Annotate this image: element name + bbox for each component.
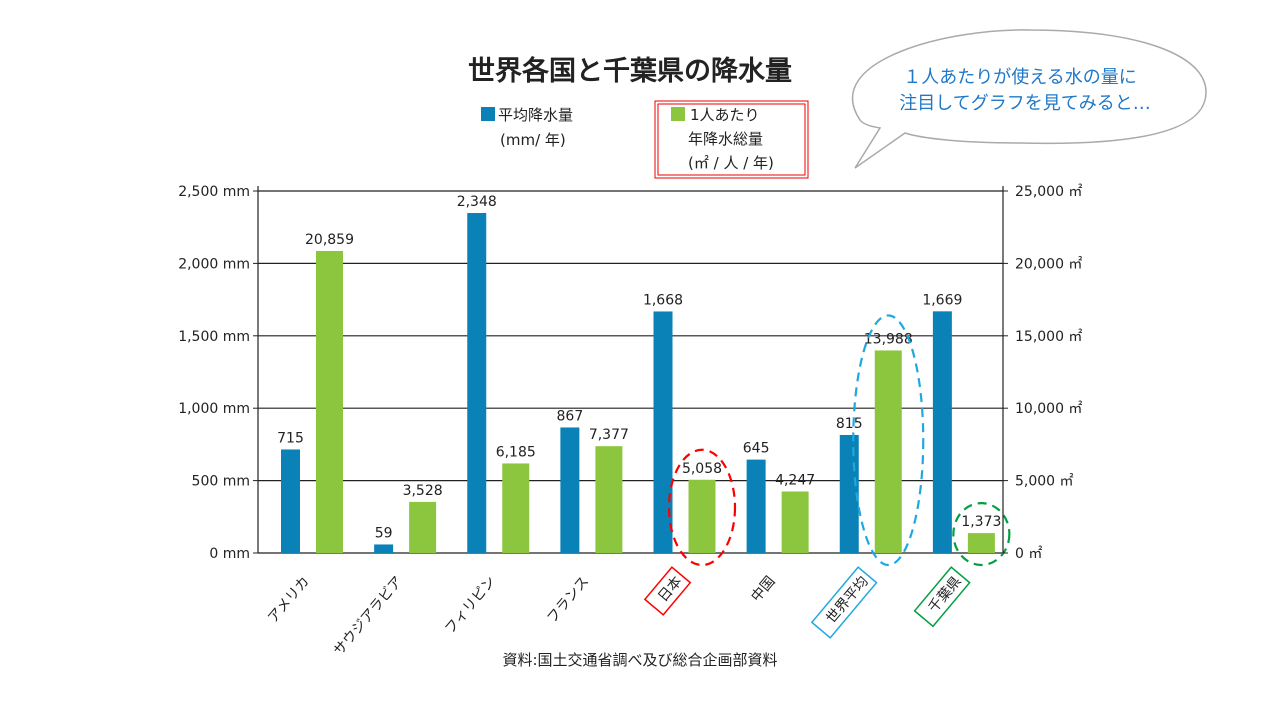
- bar-per-capita: [688, 479, 716, 553]
- callout-bubble: １人あたりが使える水の量に 注目してグラフを見てみると…: [851, 29, 1207, 169]
- callout-line-2: 注目してグラフを見てみると…: [899, 93, 1150, 114]
- category-label-group: 世界平均: [810, 566, 878, 639]
- category-highlight-box: [913, 566, 971, 628]
- bar-label-per-capita: 3,528: [403, 483, 443, 499]
- category-label: アメリカ: [265, 574, 313, 627]
- right-tick-label: 5,000 ㎡: [1015, 474, 1074, 490]
- bar-per-capita: [781, 491, 809, 553]
- category-label: フランス: [544, 574, 592, 627]
- bar-precipitation: [932, 311, 952, 553]
- bar-per-capita: [409, 501, 437, 553]
- bar-label-per-capita: 4,247: [775, 473, 815, 489]
- source-note: 資料:国土交通省調べ及び総合企画部資料: [502, 651, 777, 669]
- legend-highlight-box-inner: [657, 103, 806, 176]
- bar-per-capita: [502, 463, 530, 553]
- right-tick-label: 0 ㎡: [1015, 546, 1042, 562]
- category-label: 中国: [748, 574, 778, 606]
- bar-label-per-capita: 5,058: [682, 461, 722, 477]
- category-label: 日本: [655, 574, 685, 606]
- category-label-group: フィリピン: [442, 574, 499, 638]
- category-highlight-box: [810, 566, 878, 639]
- highlight-ellipse: [952, 502, 1011, 567]
- bar-per-capita: [874, 350, 902, 553]
- bar-label-precipitation: 815: [836, 416, 863, 432]
- category-label-group: サウジアラビア: [331, 574, 406, 659]
- bar-per-capita: [967, 533, 995, 553]
- legend-unit-blue: (mm/ 年): [500, 131, 566, 149]
- bar-per-capita: [595, 446, 623, 553]
- category-highlight-box: [643, 566, 692, 616]
- right-tick-label: 20,000 ㎡: [1015, 256, 1082, 272]
- left-tick-label: 500 mm: [192, 474, 250, 490]
- legend-highlight-box: [654, 100, 809, 179]
- legend-label-green: 1人あたり: [690, 106, 760, 124]
- bar-label-per-capita: 6,185: [496, 444, 536, 460]
- category-label-group: アメリカ: [265, 574, 313, 627]
- highlight-ellipse: [667, 448, 737, 567]
- highlight-ellipse: [852, 314, 925, 567]
- bar-label-per-capita: 1,373: [961, 514, 1001, 530]
- category-label: フィリピン: [442, 574, 499, 638]
- category-label-group: 千葉県: [913, 566, 971, 628]
- bar-label-precipitation: 1,668: [643, 292, 683, 308]
- right-tick-label: 25,000 ㎡: [1015, 184, 1082, 200]
- legend-swatch-green: [671, 107, 685, 121]
- left-tick-label: 2,000 mm: [178, 256, 250, 272]
- bar-precipitation: [746, 459, 766, 553]
- bar-label-precipitation: 1,669: [922, 292, 962, 308]
- category-label-group: フランス: [544, 574, 592, 627]
- bar-precipitation: [467, 213, 487, 554]
- bar-label-precipitation: 2,348: [457, 194, 497, 210]
- category-label: サウジアラビア: [331, 574, 406, 659]
- bar-label-precipitation: 645: [743, 441, 770, 457]
- bar-precipitation: [374, 544, 394, 553]
- category-label-group: 中国: [748, 574, 778, 606]
- chart-title: 世界各国と千葉県の降水量: [468, 55, 792, 87]
- bar-per-capita: [316, 250, 343, 554]
- category-label-group: 日本: [643, 566, 692, 616]
- bar-label-precipitation: 867: [557, 408, 584, 424]
- left-tick-label: 2,500 mm: [178, 184, 250, 200]
- left-tick-label: 1,000 mm: [178, 401, 250, 417]
- legend-label-green-2: 年降水総量: [688, 130, 763, 148]
- bar-label-precipitation: 715: [277, 430, 304, 446]
- bar-precipitation: [560, 427, 580, 553]
- left-tick-label: 0 mm: [209, 546, 250, 562]
- bar-precipitation: [653, 311, 673, 553]
- bar-label-precipitation: 59: [375, 525, 393, 541]
- right-tick-label: 15,000 ㎡: [1015, 329, 1082, 345]
- bar-precipitation: [281, 449, 300, 553]
- left-tick-label: 1,500 mm: [178, 329, 250, 345]
- bar-label-per-capita: 13,988: [864, 331, 913, 347]
- legend-label-blue: 平均降水量: [498, 106, 573, 124]
- right-tick-label: 10,000 ㎡: [1015, 401, 1082, 417]
- legend: 平均降水量 (mm/ 年) 1人あたり 年降水総量 (㎡ / 人 / 年): [481, 100, 809, 179]
- bar-label-per-capita: 7,377: [589, 427, 629, 443]
- callout-line-1: １人あたりが使える水の量に: [903, 67, 1136, 88]
- legend-unit-green: (㎡ / 人 / 年): [688, 154, 774, 172]
- legend-swatch-blue: [481, 107, 495, 121]
- bar-label-per-capita: 20,859: [305, 232, 354, 248]
